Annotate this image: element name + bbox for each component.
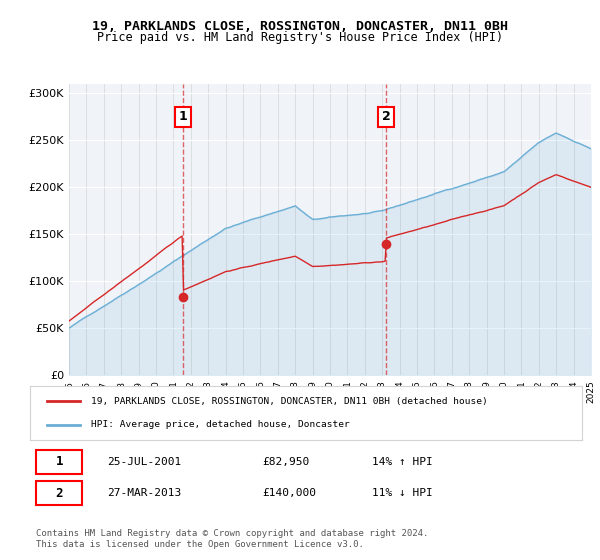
Text: 25-JUL-2001: 25-JUL-2001	[107, 456, 182, 466]
Text: 14% ↑ HPI: 14% ↑ HPI	[372, 456, 433, 466]
Text: 2: 2	[382, 110, 391, 123]
Text: 11% ↓ HPI: 11% ↓ HPI	[372, 488, 433, 498]
Text: 27-MAR-2013: 27-MAR-2013	[107, 488, 182, 498]
FancyBboxPatch shape	[35, 481, 82, 505]
Text: 1: 1	[56, 455, 63, 468]
Text: 2: 2	[56, 487, 63, 500]
Text: HPI: Average price, detached house, Doncaster: HPI: Average price, detached house, Donc…	[91, 420, 349, 429]
Text: Price paid vs. HM Land Registry's House Price Index (HPI): Price paid vs. HM Land Registry's House …	[97, 31, 503, 44]
FancyBboxPatch shape	[35, 450, 82, 474]
Text: 19, PARKLANDS CLOSE, ROSSINGTON, DONCASTER, DN11 0BH (detached house): 19, PARKLANDS CLOSE, ROSSINGTON, DONCAST…	[91, 397, 487, 406]
Text: 1: 1	[179, 110, 188, 123]
Text: £140,000: £140,000	[262, 488, 316, 498]
Text: 19, PARKLANDS CLOSE, ROSSINGTON, DONCASTER, DN11 0BH: 19, PARKLANDS CLOSE, ROSSINGTON, DONCAST…	[92, 20, 508, 32]
Text: Contains HM Land Registry data © Crown copyright and database right 2024.
This d: Contains HM Land Registry data © Crown c…	[36, 529, 428, 549]
Text: £82,950: £82,950	[262, 456, 309, 466]
